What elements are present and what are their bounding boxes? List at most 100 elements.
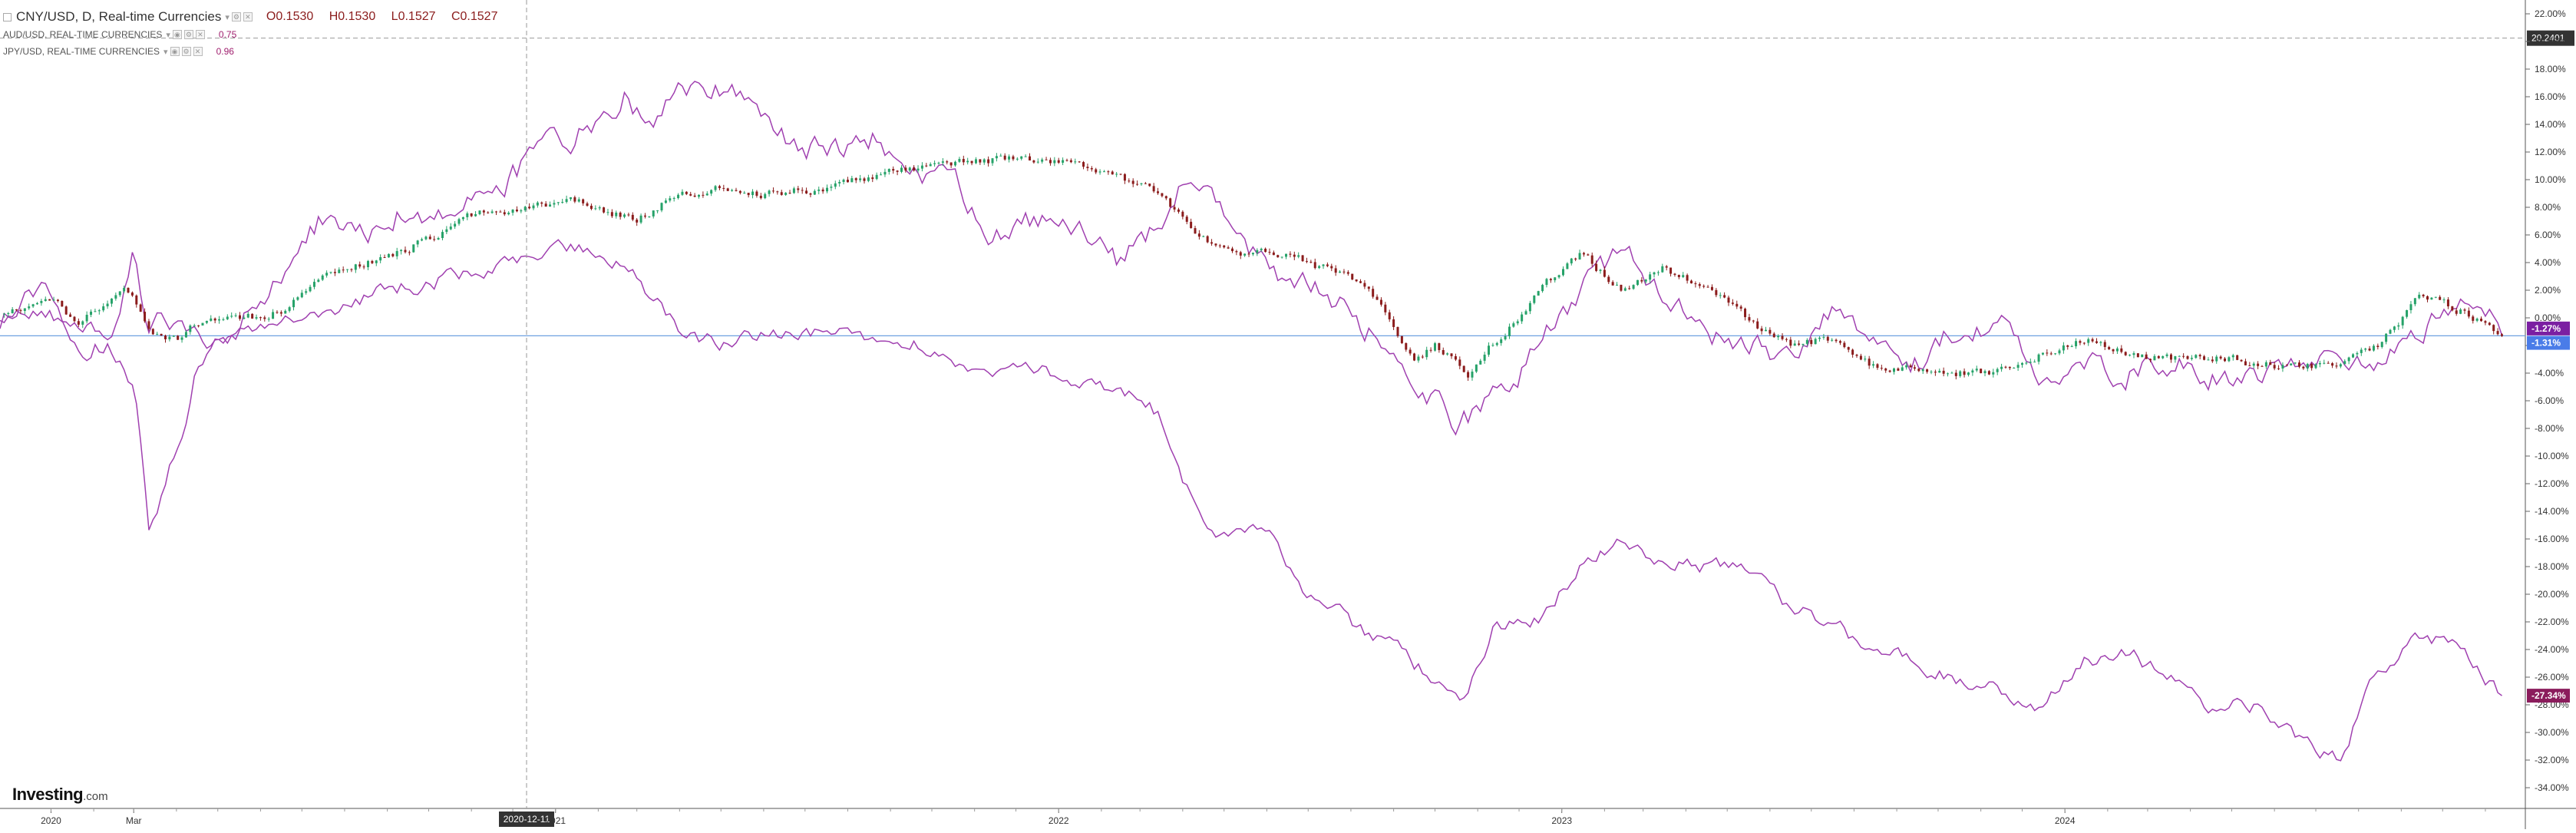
candle-body (1528, 302, 1531, 312)
candle-body (1479, 360, 1482, 365)
candle-body (991, 158, 994, 164)
candle-body (755, 191, 758, 196)
candle-body (2041, 352, 2044, 355)
candle-body (1909, 365, 1912, 368)
candle-body (569, 197, 572, 200)
y-axis-ticks: 22.00% 20.00% 18.00% 16.00% 14.00% 12.00% 10.0… (2525, 8, 2569, 793)
candle-body (2409, 304, 2413, 310)
chevron-down-icon[interactable]: ▾ (163, 47, 168, 57)
candle-body (1772, 333, 1775, 338)
visibility-icon[interactable]: ◉ (172, 30, 182, 39)
candle-body (135, 295, 138, 305)
candle-body (1342, 271, 1346, 273)
candle-body (1880, 368, 1883, 369)
candle-body (2492, 325, 2495, 332)
candle-body (457, 219, 461, 224)
candle-body (2120, 348, 2123, 352)
candle-body (606, 212, 609, 213)
y-tick-label: -10.00% (2535, 451, 2569, 461)
candle-body (1677, 275, 1680, 277)
overlay-value-jpy: 0.96 (216, 46, 234, 57)
candle-body (2, 313, 5, 315)
candle-body (2264, 362, 2267, 367)
legend-overlay-aud[interactable]: AUD/USD, REAL-TIME CURRENCIES ▾ ◉ ⚙ ✕ 0.… (3, 26, 510, 43)
candle-body (2190, 358, 2193, 359)
candle-body (333, 272, 336, 273)
series-candles-cny-usd (2, 153, 2503, 382)
brand-name: Investing (12, 785, 84, 804)
candle-body (859, 178, 862, 180)
candle-body (2025, 362, 2028, 364)
settings-icon[interactable]: ⚙ (181, 47, 191, 56)
candle-body (1897, 368, 1900, 371)
candle-body (1417, 356, 1420, 361)
candle-body (28, 306, 31, 309)
candle-body (1504, 336, 1507, 340)
candle-body (1582, 253, 1585, 255)
candle-body (2000, 366, 2003, 369)
candle-body (1495, 342, 1498, 345)
chevron-down-icon[interactable]: ▾ (166, 30, 170, 40)
close-icon[interactable]: ✕ (195, 30, 205, 39)
candle-body (366, 260, 369, 268)
candle-body (1855, 354, 1858, 356)
candle-body (689, 193, 692, 196)
chevron-down-icon[interactable]: ▾ (225, 12, 230, 22)
y-tick-label: -26.00% (2535, 672, 2569, 683)
candle-body (1388, 312, 1391, 319)
candle-body (908, 167, 911, 171)
candle-body (1595, 263, 1598, 271)
candle-body (156, 333, 159, 335)
candle-body (1636, 279, 1639, 286)
candle-body (817, 189, 821, 191)
candle-body (2182, 355, 2185, 357)
candle-body (1752, 320, 1755, 322)
legend-main-title: CNY/USD, D, Real-time Currencies (16, 9, 222, 24)
legend-main-row[interactable]: CNY/USD, D, Real-time Currencies ▾ ⚙ ✕ O… (3, 8, 510, 26)
candle-body (2422, 294, 2425, 296)
x-tick-label: 2024 (2055, 815, 2076, 826)
ohlc-open: O0.1530 (266, 10, 314, 23)
candle-body (1777, 336, 1780, 338)
legend-overlay-jpy[interactable]: JPY/USD, REAL-TIME CURRENCIES ▾ ◉ ⚙ ✕ 0.… (3, 43, 510, 60)
candle-body (520, 210, 523, 212)
candle-body (1669, 267, 1673, 274)
candle-body (1351, 273, 1354, 279)
candle-body (2174, 355, 2177, 360)
candle-body (771, 190, 774, 192)
candle-body (300, 293, 303, 298)
ohlc-low: L0.1527 (391, 10, 436, 23)
candle-body (735, 190, 738, 191)
candle-body (1785, 339, 1788, 340)
candle-body (2393, 326, 2396, 330)
candle-body (1148, 183, 1151, 187)
candle-body (714, 186, 717, 190)
candle-body (2103, 342, 2106, 347)
candle-body (2451, 306, 2454, 311)
candle-body (1843, 342, 1846, 348)
candle-body (1760, 328, 1763, 332)
settings-icon[interactable]: ⚙ (231, 12, 241, 21)
candle-body (1405, 342, 1408, 350)
candle-body (962, 159, 965, 163)
candle-body (1545, 279, 1548, 286)
settings-icon[interactable]: ⚙ (183, 30, 193, 39)
close-icon[interactable]: ✕ (193, 47, 203, 56)
candle-body (913, 167, 916, 171)
candle-body (2380, 342, 2383, 347)
candle-body (643, 215, 646, 217)
candle-body (1570, 258, 1573, 264)
crosshair-value-label: 20.2401 (2531, 33, 2565, 44)
collapse-toggle-icon[interactable] (3, 12, 12, 21)
visibility-icon[interactable]: ◉ (170, 47, 180, 56)
candle-body (1086, 167, 1089, 168)
candle-body (1893, 368, 1895, 372)
candle-body (2290, 363, 2293, 365)
crosshair-date-label: 2020-12-11 (504, 814, 550, 825)
close-icon[interactable]: ✕ (243, 12, 253, 21)
candle-body (64, 306, 68, 315)
candle-body (1107, 171, 1110, 173)
